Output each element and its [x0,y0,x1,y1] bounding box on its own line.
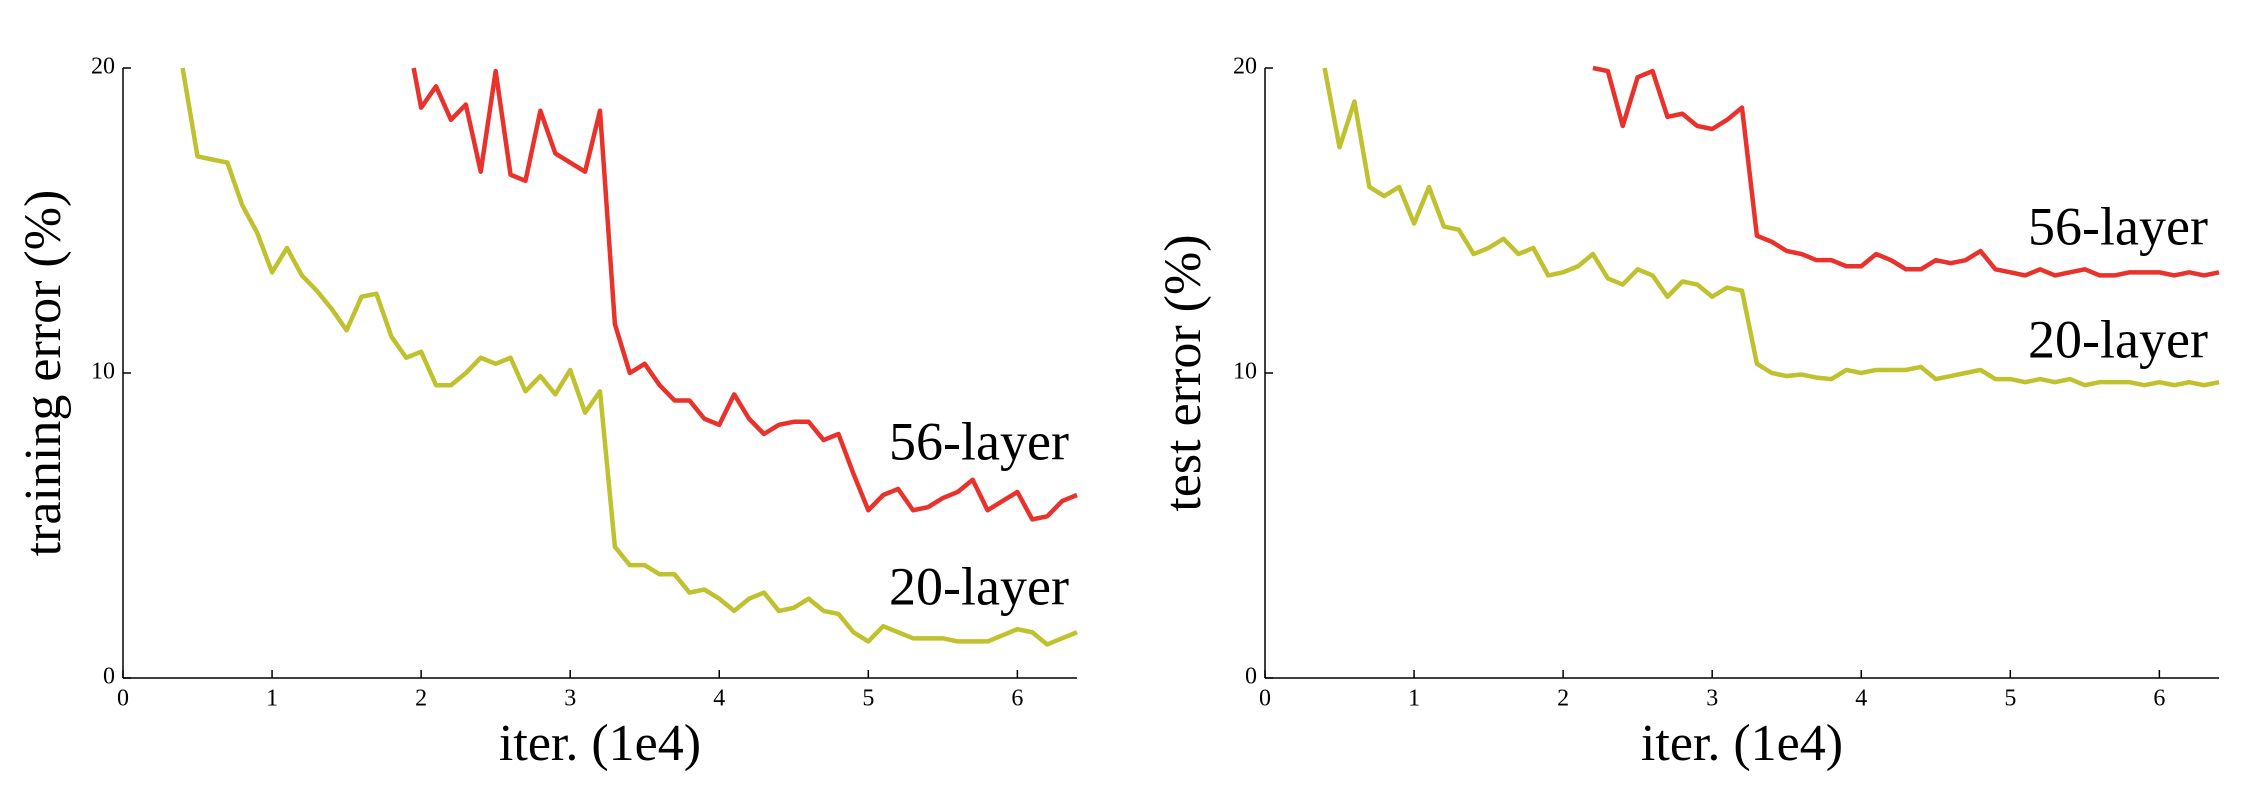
x-axis-label: iter. (1e4) [1641,715,1843,772]
x-tick-label: 0 [117,686,129,712]
y-tick-label: 0 [1245,664,1257,690]
x-tick-label: 1 [266,686,278,712]
y-tick-label: 10 [91,359,115,385]
x-tick-label: 3 [564,686,576,712]
x-tick-label: 0 [1259,686,1271,712]
series-line [180,67,1078,647]
series-label: 20-layer [889,556,1069,616]
series-line [1322,67,2220,388]
y-axis-label: test error (%) [1155,234,1212,511]
x-tick-label: 2 [415,686,427,712]
y-tick-label: 20 [1233,54,1257,80]
series-line [1592,65,2220,278]
x-tick-label: 2 [1557,686,1569,712]
y-axis-label: training error (%) [15,190,72,557]
x-axis-label: iter. (1e4) [499,715,701,772]
series-label: 56-layer [2028,196,2208,256]
x-tick-label: 6 [2153,686,2165,712]
x-tick-label: 5 [862,686,874,712]
series-label: 20-layer [2028,309,2208,369]
x-tick-label: 3 [1706,686,1718,712]
x-tick-label: 5 [2004,686,2016,712]
y-tick-label: 10 [1233,359,1257,385]
x-tick-label: 1 [1408,686,1420,712]
x-tick-label: 6 [1011,686,1023,712]
x-tick-label: 4 [713,686,725,712]
y-tick-label: 20 [91,54,115,80]
series-line [411,67,1078,522]
x-tick-label: 4 [1855,686,1867,712]
series-label: 56-layer [889,411,1069,471]
y-tick-label: 0 [103,664,115,690]
